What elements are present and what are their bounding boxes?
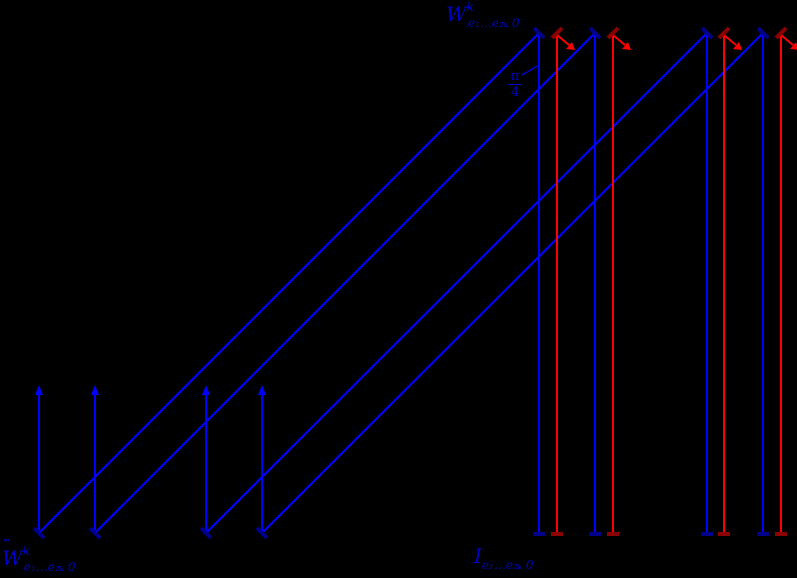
detector-bottom-blue bbox=[701, 532, 713, 536]
mirror-bottom-left bbox=[88, 526, 102, 540]
reflected-red-beam bbox=[780, 34, 794, 46]
mirror-bottom-left bbox=[199, 526, 213, 540]
tilde-mark: ˜ bbox=[2, 537, 11, 558]
diagonal-beam bbox=[38, 32, 540, 534]
angle-arc bbox=[521, 65, 538, 76]
detector-bottom-blue bbox=[757, 532, 769, 536]
detector-bottom-red bbox=[551, 532, 563, 536]
arrow-up-icon bbox=[258, 385, 266, 395]
arrow-icon bbox=[733, 42, 742, 50]
arrow-icon bbox=[790, 42, 797, 50]
angle-label: π 4 bbox=[508, 70, 522, 99]
mirrors bbox=[32, 26, 788, 540]
label-bl-sup: k bbox=[22, 544, 30, 558]
beam-lines bbox=[35, 32, 797, 534]
mirror-top-blue bbox=[532, 26, 546, 40]
label-bl-sub: e₁…e₂ₖ 0 bbox=[23, 560, 76, 574]
diagonal-beam bbox=[205, 32, 708, 534]
mirror-bottom-left bbox=[32, 526, 46, 540]
label-bl-base: W bbox=[2, 546, 23, 570]
detector-bottom-blue bbox=[589, 532, 601, 536]
arrow-up-icon bbox=[35, 385, 43, 395]
detector-bottom-red bbox=[718, 532, 730, 536]
label-top-sub: e₁…e₂ₖ 0 bbox=[467, 16, 520, 30]
mirror-top-blue bbox=[756, 26, 770, 40]
mirror-top-red bbox=[717, 26, 731, 40]
detector-bottom-red bbox=[607, 532, 619, 536]
arrow-up-icon bbox=[202, 385, 210, 395]
angle-numerator: π bbox=[510, 69, 520, 84]
label-top-base: W bbox=[446, 2, 467, 26]
reflected-red-beam bbox=[612, 34, 626, 46]
mirror-top-blue bbox=[588, 26, 602, 40]
fraction-bar bbox=[508, 84, 522, 85]
mirror-top-red bbox=[774, 26, 788, 40]
reflected-red-beam bbox=[723, 34, 737, 46]
label-bottom-left-w-tilde: ˜ Wk e₁…e₂ₖ 0 bbox=[2, 537, 76, 574]
arrow-up-icon bbox=[91, 385, 99, 395]
label-top-sup: k bbox=[466, 0, 474, 14]
diagonal-beam bbox=[261, 32, 764, 534]
arrow-icon bbox=[566, 42, 575, 50]
label-br-base: I bbox=[474, 544, 482, 568]
angle-denominator: 4 bbox=[510, 85, 520, 100]
diagonal-beam bbox=[94, 32, 596, 534]
reflected-red-beam bbox=[556, 34, 570, 46]
arrow-icon bbox=[622, 42, 631, 50]
detector-bottom-red bbox=[775, 532, 787, 536]
mirror-bottom-left bbox=[255, 526, 269, 540]
label-br-sub: e₁…e₂ₖ 0 bbox=[481, 558, 534, 572]
mirror-top-blue bbox=[700, 26, 714, 40]
label-top-w: Wk e₁…e₂ₖ 0 bbox=[446, 0, 520, 30]
label-bottom-right-i: Ie₁…e₂ₖ 0 bbox=[474, 544, 534, 572]
mirror-top-red bbox=[550, 26, 564, 40]
mirror-top-red bbox=[606, 26, 620, 40]
detector-bottom-blue bbox=[533, 532, 545, 536]
